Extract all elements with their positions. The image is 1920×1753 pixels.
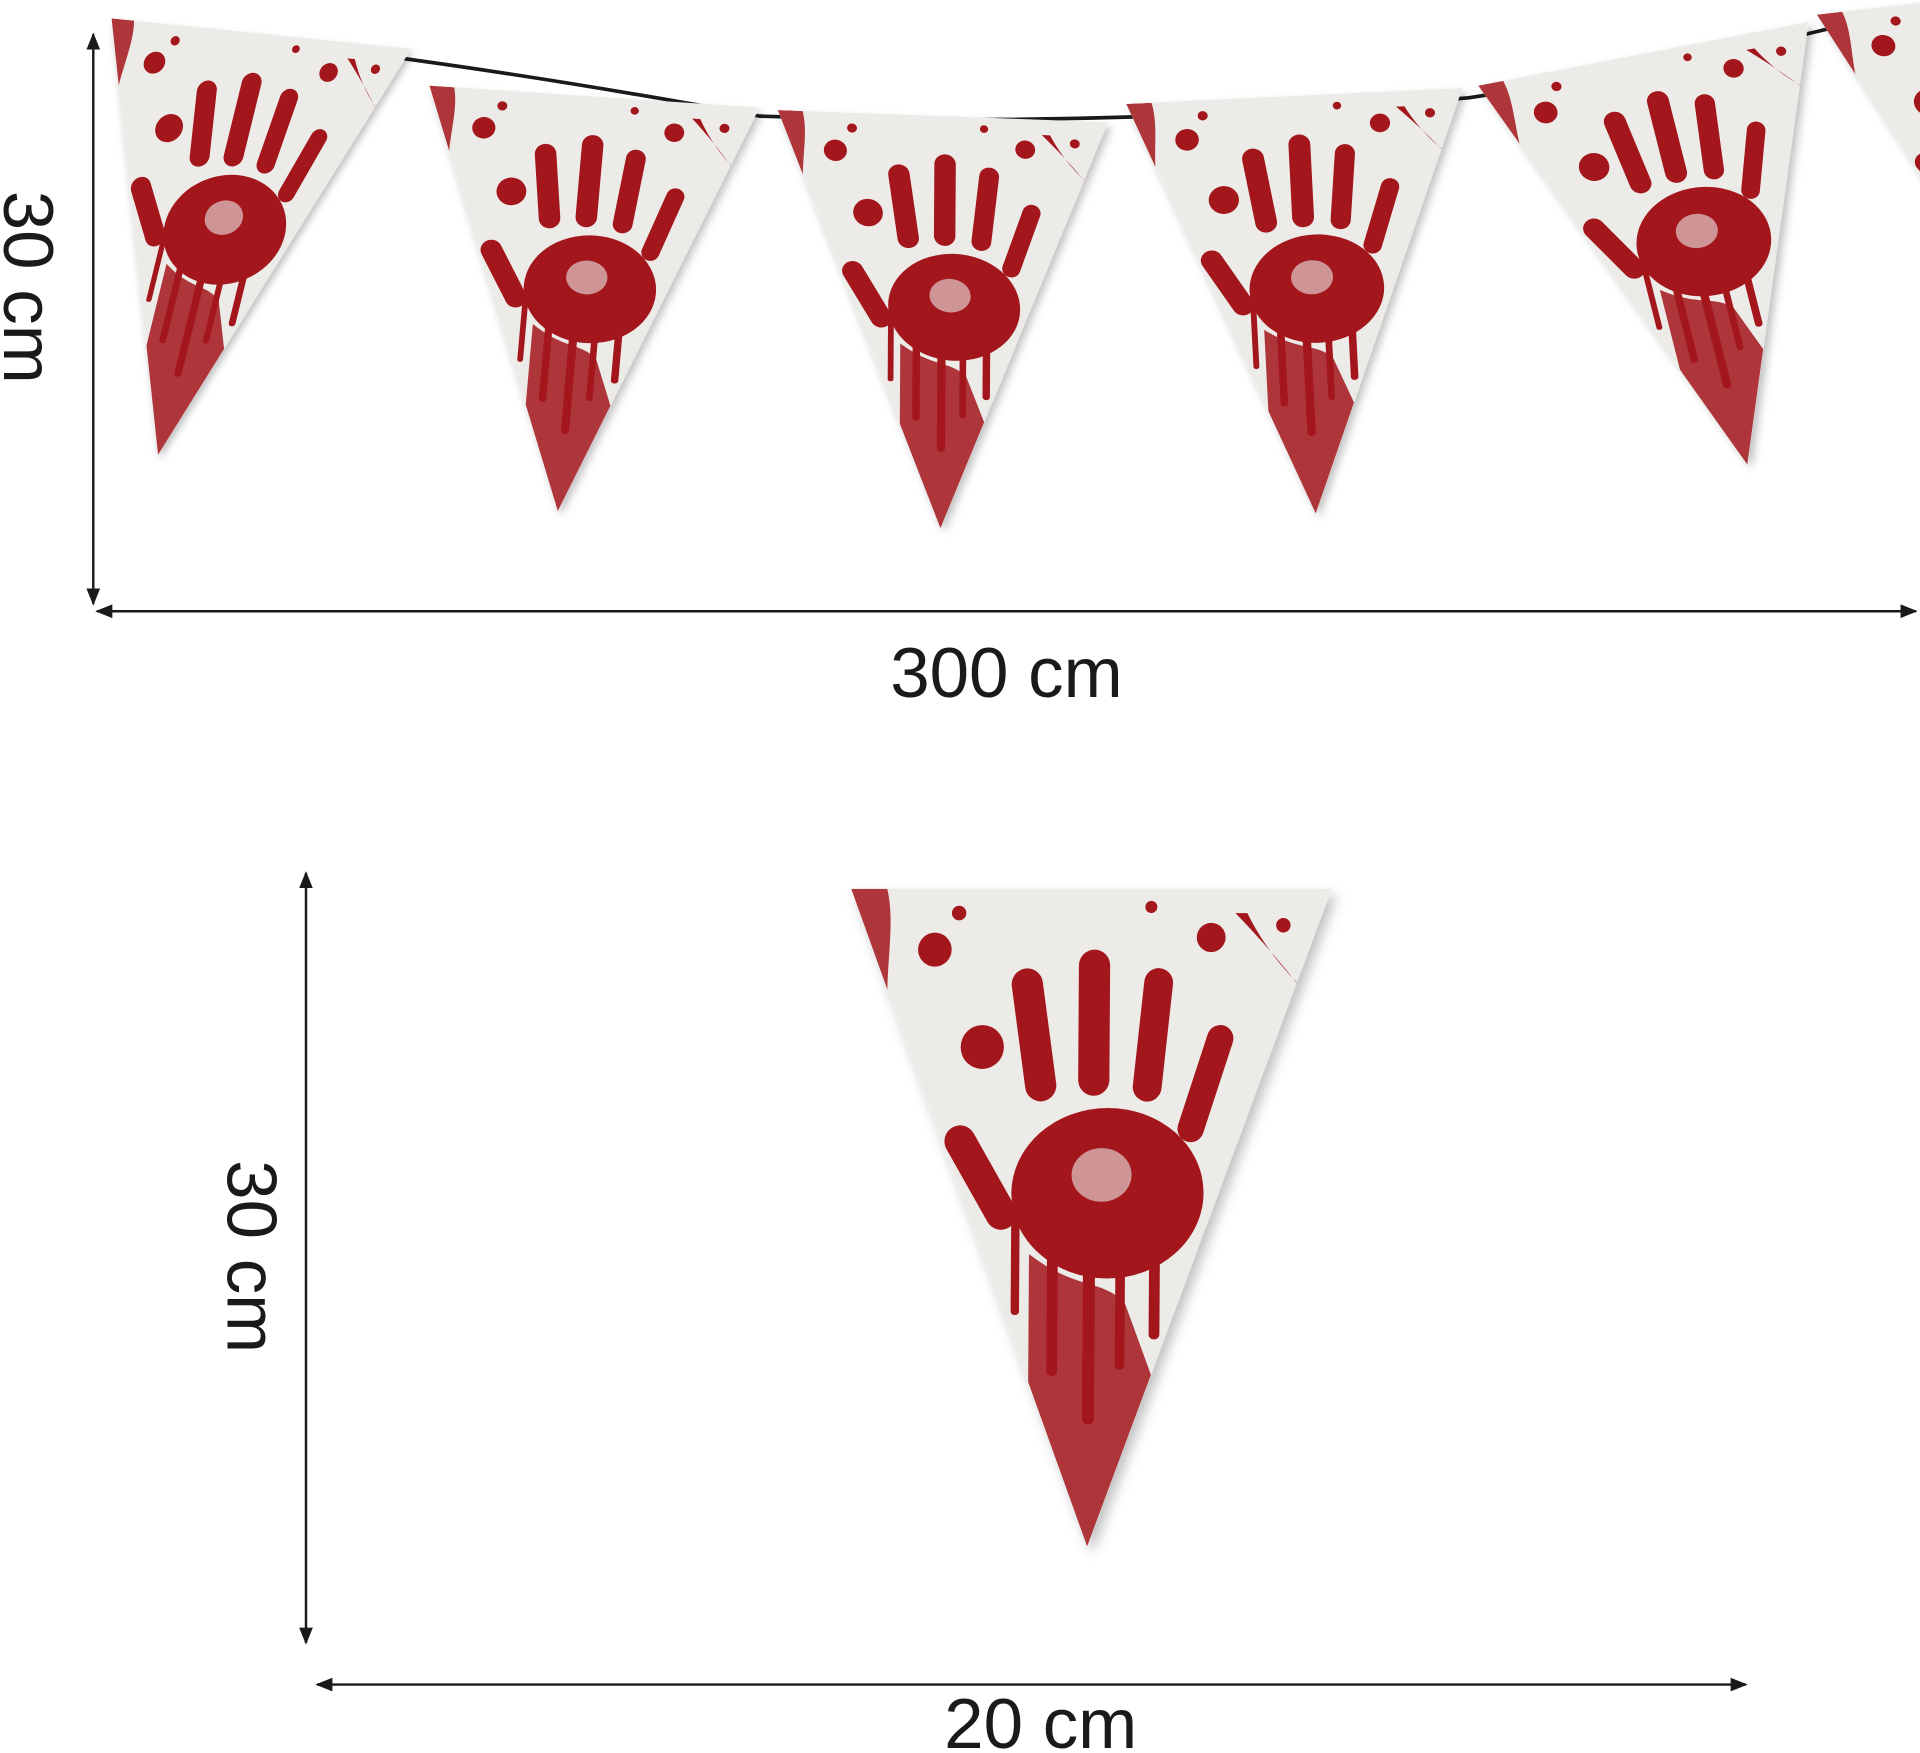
- garland-pennant: [8, 18, 411, 470]
- pennant-width-label: 20 cm: [944, 1685, 1137, 1753]
- garland-height-label: 30 cm: [0, 191, 67, 384]
- single-pennant: [847, 889, 1332, 1547]
- garland-pennant: [1478, 22, 1912, 496]
- pennant-height-label: 30 cm: [212, 1160, 291, 1353]
- garland-pennant: [775, 110, 1108, 534]
- garland-length-label: 300 cm: [890, 634, 1122, 713]
- pennant: [847, 889, 1332, 1547]
- garland-pennant: [1126, 88, 1484, 521]
- garland-pennant: [393, 86, 760, 522]
- garland-pennants: [8, 0, 1920, 534]
- garland-pennant: [1817, 0, 1920, 423]
